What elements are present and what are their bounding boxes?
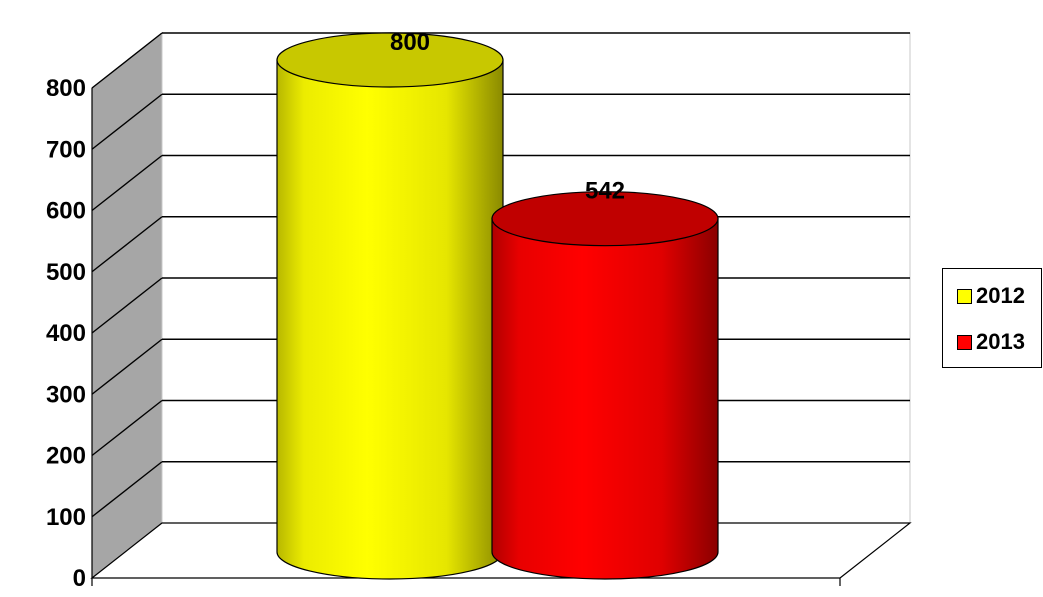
legend-swatch-2013 bbox=[957, 334, 972, 350]
data-label-2012: 800 bbox=[390, 29, 430, 56]
gridline-side-700 bbox=[91, 93, 163, 150]
y-tick-label-200: 200 bbox=[46, 443, 86, 470]
legend-item-2012: 2012 bbox=[957, 283, 1025, 309]
legend-label-2013: 2013 bbox=[976, 329, 1025, 354]
gridline-side-600 bbox=[91, 154, 163, 212]
y-tick-label-400: 400 bbox=[46, 320, 86, 347]
gridline-side-100 bbox=[91, 461, 163, 518]
y-tick-label-600: 600 bbox=[46, 198, 86, 225]
bar-body-2013 bbox=[491, 218, 719, 580]
y-tick-label-700: 700 bbox=[46, 136, 86, 163]
bar-body-2012 bbox=[276, 59, 504, 580]
y-tick-label-300: 300 bbox=[46, 381, 86, 408]
data-label-2013: 542 bbox=[585, 178, 625, 205]
y-tick-label-500: 500 bbox=[46, 259, 86, 286]
bar-2013 bbox=[491, 191, 719, 580]
legend: 2012 2013 bbox=[942, 268, 1042, 368]
gridline-side-300 bbox=[91, 338, 163, 395]
gridline-side-200 bbox=[91, 399, 163, 457]
bar-2012 bbox=[276, 32, 504, 580]
y-tick-label-0: 0 bbox=[73, 565, 86, 592]
gridline-side-400 bbox=[91, 277, 163, 334]
gridline-side-500 bbox=[91, 216, 163, 273]
legend-item-2013: 2013 bbox=[957, 329, 1025, 355]
legend-swatch-2012 bbox=[957, 288, 972, 304]
y-tick-label-800: 800 bbox=[46, 75, 86, 102]
bar-top-2012 bbox=[276, 32, 504, 88]
bar-top-2013 bbox=[491, 191, 719, 247]
gridline-side-800 bbox=[91, 32, 163, 89]
y-tick-label-100: 100 bbox=[46, 504, 86, 531]
legend-label-2012: 2012 bbox=[976, 283, 1025, 308]
